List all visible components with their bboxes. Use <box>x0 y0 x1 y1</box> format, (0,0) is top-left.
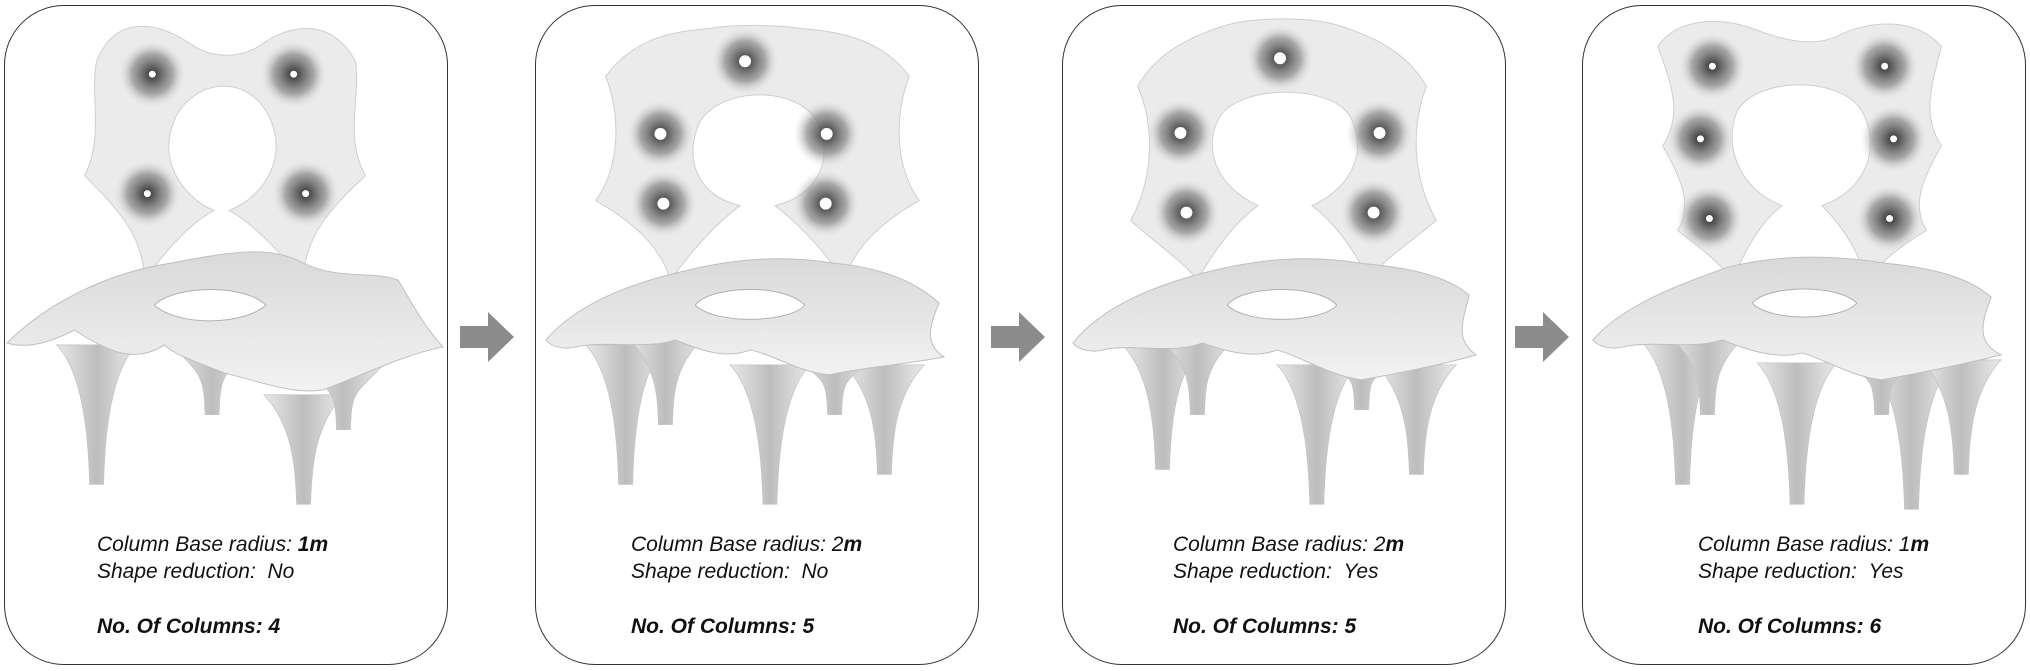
column-leg <box>262 394 345 505</box>
radius-line: Column Base radius: 1m <box>1698 533 1930 556</box>
column-head <box>1146 99 1215 167</box>
column-head <box>1675 184 1744 253</box>
radius-line: Column Base radius: 1m <box>97 533 329 556</box>
column-head <box>118 40 187 109</box>
right-arrow-icon <box>991 312 1045 362</box>
column-head <box>1246 24 1314 93</box>
reduction-line: Shape reduction: No <box>631 560 829 583</box>
shell-opening <box>694 288 806 320</box>
variant-panel-1: Column Base radius: 1m Shape reduction: … <box>4 5 448 665</box>
right-arrow-icon <box>460 312 514 362</box>
column-leg <box>1276 364 1358 505</box>
column-head <box>711 27 779 96</box>
column-head <box>271 159 340 228</box>
column-leg <box>55 344 138 485</box>
column-head <box>1345 99 1414 167</box>
column-head <box>113 159 182 228</box>
columns-line: No. Of Columns: 4 <box>97 615 281 638</box>
column-leg <box>1375 364 1458 475</box>
column-head <box>1859 105 1928 173</box>
reduction-line: Shape reduction: Yes <box>1698 560 1904 583</box>
shell-opening <box>153 288 267 322</box>
shell-illustration <box>1072 18 1478 505</box>
column-head <box>792 100 861 168</box>
shell-illustration <box>1592 20 2003 510</box>
right-arrow-icon <box>1515 312 1569 362</box>
reduction-line: Shape reduction: No <box>97 560 295 583</box>
column-leg <box>1870 364 1953 510</box>
columns-line: No. Of Columns: 6 <box>1698 615 1882 638</box>
radius-line: Column Base radius: 2m <box>631 533 863 556</box>
panel-caption: Column Base radius: 2m Shape reduction: … <box>536 531 978 640</box>
reduction-line: Shape reduction: Yes <box>1173 560 1379 583</box>
variant-panel-3: Column Base radius: 2m Shape reduction: … <box>1062 5 1506 665</box>
panel-caption: Column Base radius: 1m Shape reduction: … <box>5 531 447 640</box>
column-head <box>791 169 860 238</box>
shell-opening <box>1226 288 1338 320</box>
perspective-shell <box>1592 256 2003 381</box>
column-head <box>1152 178 1221 247</box>
variant-panel-4: Column Base radius: 1m Shape reduction: … <box>1582 5 2026 665</box>
column-head <box>1339 178 1408 247</box>
column-head <box>1850 32 1919 101</box>
panel-caption: Column Base radius: 1m Shape reduction: … <box>1583 531 2025 640</box>
variant-panel-2: Column Base radius: 2m Shape reduction: … <box>535 5 979 665</box>
column-head <box>259 40 328 109</box>
shell-illustration <box>6 25 444 505</box>
column-leg <box>624 334 707 425</box>
columns-line: No. Of Columns: 5 <box>631 615 815 638</box>
column-leg <box>729 364 811 505</box>
panel-caption: Column Base radius: 2m Shape reduction: … <box>1063 531 1505 640</box>
column-head <box>1666 105 1735 173</box>
perspective-shell <box>6 251 444 392</box>
shell-illustration <box>545 24 946 505</box>
column-leg <box>1666 332 1749 416</box>
columns-line: No. Of Columns: 5 <box>1173 615 1357 638</box>
column-leg <box>1756 362 1838 505</box>
column-leg <box>1156 334 1239 416</box>
radius-line: Column Base radius: 2m <box>1173 533 1405 556</box>
column-head <box>626 100 695 168</box>
column-leg <box>584 344 667 485</box>
column-head <box>629 169 698 238</box>
column-leg <box>843 364 926 475</box>
shell-opening <box>1751 288 1858 318</box>
column-head <box>1678 32 1747 101</box>
column-head <box>1855 184 1924 253</box>
column-leg <box>1920 359 2003 475</box>
